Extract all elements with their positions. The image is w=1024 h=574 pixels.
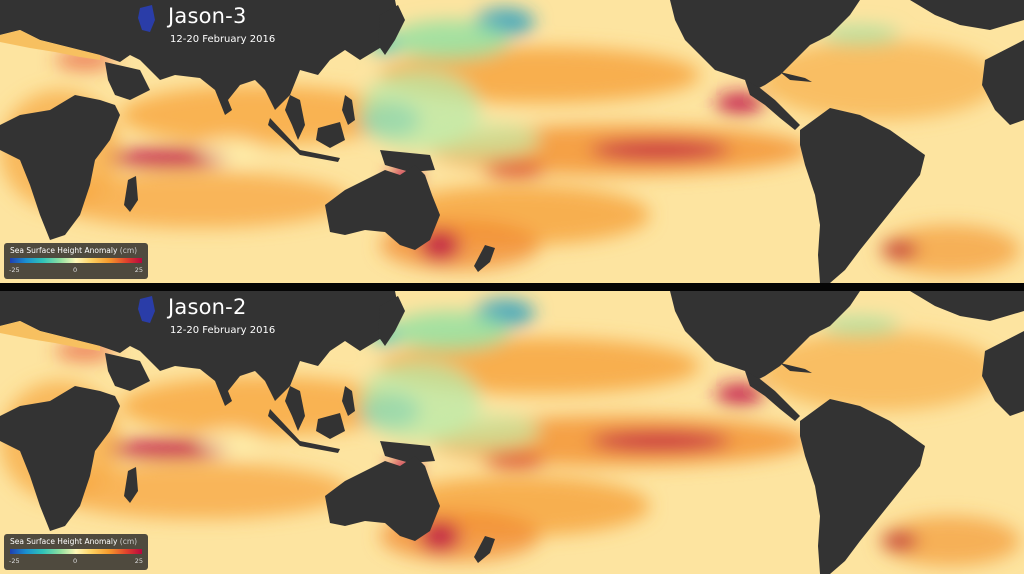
legend-min: -25 <box>9 266 20 274</box>
legend-mid: 0 <box>73 557 78 565</box>
panel-title: Jason-3 <box>168 4 247 28</box>
legend-max: 25 <box>134 266 143 274</box>
panel-date: 12-20 February 2016 <box>170 325 276 336</box>
legend-title: Sea Surface Height Anomaly (cm) <box>10 537 137 546</box>
sea-height-map <box>0 291 1024 574</box>
legend-title-text: Sea Surface Height Anomaly <box>10 246 118 255</box>
legend-title: Sea Surface Height Anomaly (cm) <box>10 246 137 255</box>
color-legend: Sea Surface Height Anomaly (cm) -25 0 25 <box>4 534 148 570</box>
legend-mid: 0 <box>73 266 78 274</box>
legend-color-bar <box>10 258 142 263</box>
panel-date: 12-20 February 2016 <box>170 34 276 45</box>
color-legend: Sea Surface Height Anomaly (cm) -25 0 25 <box>4 243 148 279</box>
legend-unit: (cm) <box>119 537 138 546</box>
panel-title: Jason-2 <box>168 295 247 319</box>
panel-jason-3: Jason-3 12-20 February 2016 Sea Surface … <box>0 0 1024 283</box>
sea-height-map <box>0 0 1024 283</box>
legend-max: 25 <box>134 557 143 565</box>
legend-unit: (cm) <box>119 246 138 255</box>
legend-color-bar <box>10 549 142 554</box>
legend-title-text: Sea Surface Height Anomaly <box>10 537 118 546</box>
panel-divider <box>0 283 1024 291</box>
panel-jason-2: Jason-2 12-20 February 2016 Sea Surface … <box>0 291 1024 574</box>
legend-min: -25 <box>9 557 20 565</box>
